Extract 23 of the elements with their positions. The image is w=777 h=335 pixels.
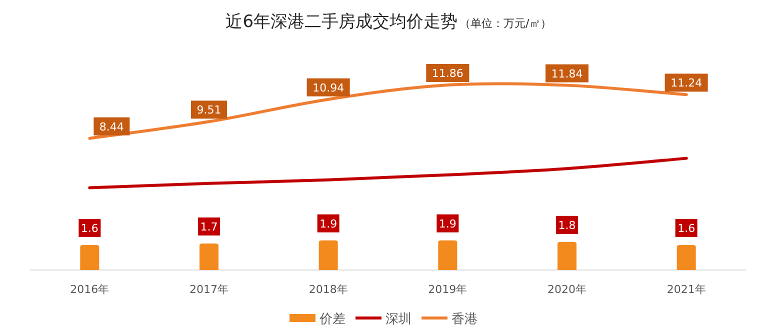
x-tick-label: 2018年	[308, 283, 348, 296]
data-label: 8.44	[99, 120, 124, 134]
legend-label: 香港	[452, 312, 478, 327]
data-label: 11.86	[432, 67, 464, 80]
x-tick-label: 2021年	[666, 283, 706, 296]
data-label: 1.9	[438, 217, 456, 230]
legend-label: 价差	[318, 312, 346, 327]
data-label: 1.7	[200, 220, 218, 234]
chart-subtitle: （单位：万元/㎡）	[460, 17, 552, 30]
data-label: 1.9	[320, 217, 338, 230]
data-label: 11.24	[670, 76, 702, 90]
x-tick-label: 2016年	[70, 283, 110, 296]
data-label: 10.94	[312, 81, 344, 94]
x-tick-label: 2019年	[428, 283, 468, 296]
data-label: 1.6	[80, 222, 98, 236]
chart-title: 近6年深港二手房成交均价走势	[226, 12, 458, 32]
data-label: 11.84	[551, 67, 583, 80]
data-label: 9.51	[196, 104, 222, 117]
x-tick-label: 2020年	[548, 283, 586, 296]
data-label: 1.8	[558, 218, 576, 232]
legend-label: 深圳	[386, 312, 412, 327]
data-label: 1.6	[678, 222, 696, 236]
x-tick-label: 2017年	[190, 283, 228, 296]
